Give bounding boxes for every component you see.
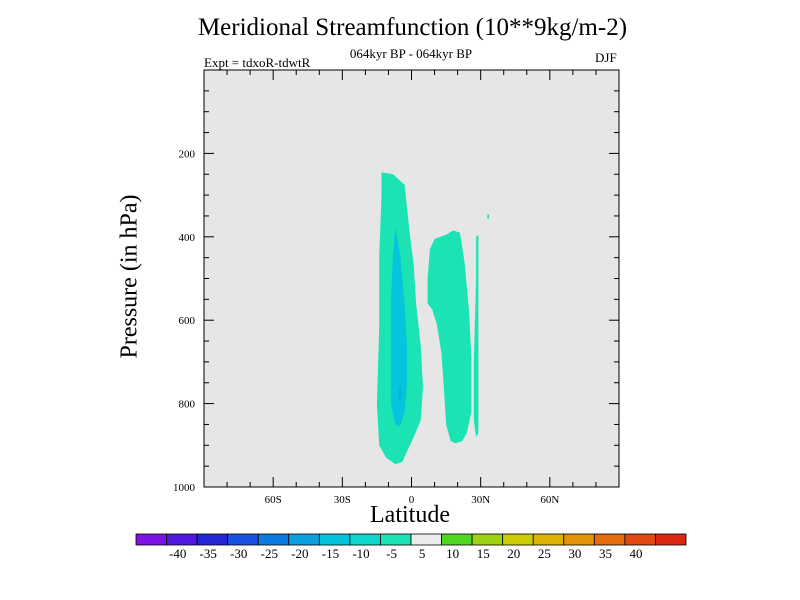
chart-title: Meridional Streamfunction (10**9kg/m-2): [197, 14, 628, 41]
y-tick-label: 400: [179, 232, 196, 244]
contour-region-3: [427, 230, 472, 444]
colorbar-label: 20: [507, 546, 520, 561]
colorbar-label: 10: [446, 546, 459, 561]
colorbar-swatch: [655, 533, 687, 546]
y-tick-label: 1000: [173, 482, 196, 494]
colorbar-label: -15: [322, 546, 339, 561]
colorbar-label: -5: [386, 546, 397, 561]
colorbar-swatch: [135, 533, 167, 546]
contour-region-1: [390, 227, 407, 427]
contour-region-2: [397, 386, 403, 402]
colorbar-swatch: [196, 533, 229, 546]
x-tick-label: 60S: [265, 494, 282, 506]
colorbar-label: -25: [261, 546, 278, 561]
x-tick-label: 0: [409, 494, 415, 506]
colorbar-swatch: [288, 533, 320, 546]
y-tick-label: 800: [179, 399, 196, 411]
colorbar-swatch: [410, 533, 442, 546]
colorbar-label: 5: [419, 546, 426, 561]
colorbar-label: -20: [291, 546, 308, 561]
colorbar-label: 30: [568, 546, 581, 561]
plot-frame: [203, 69, 620, 488]
colorbar-swatch: [532, 533, 565, 546]
experiment-label: Expt = tdxoR-tdwtR: [204, 55, 311, 70]
colorbar-swatch: [349, 533, 381, 546]
colorbar-swatch: [318, 533, 351, 546]
contour-region-5: [487, 213, 490, 220]
colorbar-swatch: [380, 533, 412, 546]
contour-region-4: [473, 234, 479, 437]
y-tick-label: 200: [179, 148, 196, 160]
colorbar-label: -35: [200, 546, 217, 561]
x-tick-label: 30S: [334, 494, 351, 506]
colorbar-swatch: [166, 533, 198, 546]
y-tick-label: 600: [179, 315, 196, 327]
colorbar-label: -10: [352, 546, 369, 561]
chart-subtitle: 064kyr BP - 064kyr BP: [349, 46, 473, 61]
x-tick-label: 60N: [540, 494, 559, 506]
colorbar-swatch: [624, 533, 656, 546]
colorbar-swatch: [227, 533, 259, 546]
colorbar-swatch: [441, 533, 473, 546]
y-axis-label: Pressure (in hPa): [116, 194, 143, 359]
x-axis-label: Latitude: [370, 502, 450, 528]
colorbar-label: 35: [599, 546, 612, 561]
colorbar-label: 25: [538, 546, 551, 561]
colorbar-label: 15: [477, 546, 490, 561]
x-tick-label: 30N: [471, 494, 490, 506]
colorbar-label: -40: [169, 546, 186, 561]
colorbar-swatch: [593, 533, 626, 546]
colorbar-swatch: [502, 533, 534, 546]
colorbar-label: 40: [630, 546, 643, 561]
colorbar-swatch: [257, 533, 290, 546]
colorbar-label: -30: [230, 546, 247, 561]
colorbar-swatch: [563, 533, 595, 546]
season-label: DJF: [595, 50, 617, 65]
colorbar-swatch: [471, 533, 504, 546]
